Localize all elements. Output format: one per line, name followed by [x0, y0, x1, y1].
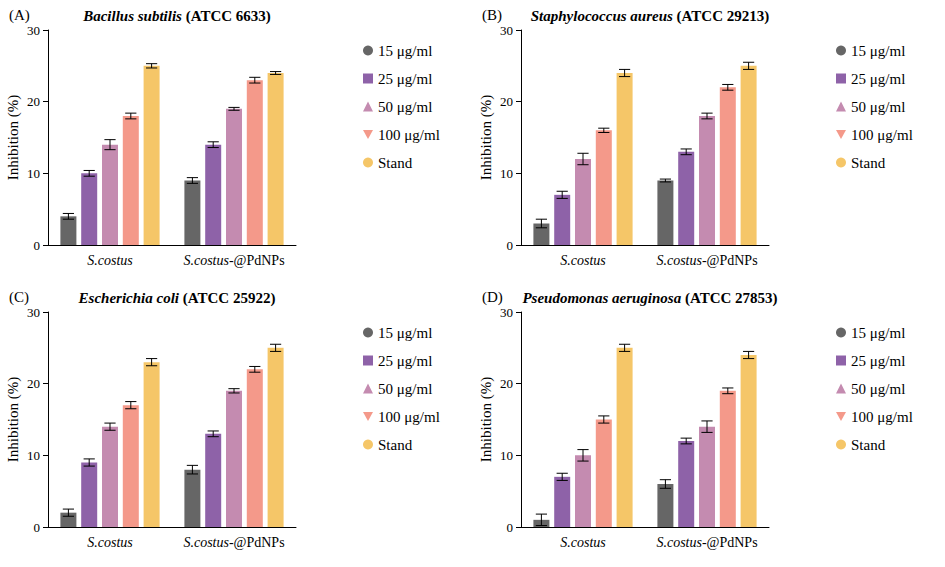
svg-text:100 μg/ml: 100 μg/ml	[851, 127, 913, 143]
svg-text:S.costus: S.costus	[87, 253, 133, 268]
svg-text:0: 0	[507, 238, 514, 253]
svg-text:Inhibition (%): Inhibition (%)	[478, 377, 495, 462]
svg-text:20: 20	[500, 94, 513, 109]
svg-text:Stand: Stand	[378, 437, 413, 453]
svg-text:(ATCC 29213): (ATCC 29213)	[673, 8, 769, 25]
svg-text:50 μg/ml: 50 μg/ml	[378, 99, 432, 115]
svg-text:20: 20	[27, 94, 40, 109]
svg-text:15 μg/ml: 15 μg/ml	[378, 43, 432, 59]
svg-text:Pseudomonas aeruginosa: Pseudomonas aeruginosa	[522, 290, 681, 306]
svg-text:Stand: Stand	[378, 155, 413, 171]
svg-text:0: 0	[34, 520, 41, 535]
svg-text:15 μg/ml: 15 μg/ml	[851, 325, 905, 341]
svg-text:(D): (D)	[482, 289, 503, 306]
svg-text:(C): (C)	[9, 289, 29, 306]
svg-text:S.costus: S.costus	[560, 253, 606, 268]
svg-text:50 μg/ml: 50 μg/ml	[851, 99, 905, 115]
svg-text:Inhibition (%): Inhibition (%)	[478, 95, 495, 180]
svg-text:S.costus: S.costus	[656, 535, 702, 550]
svg-text:S.costus: S.costus	[87, 535, 133, 550]
svg-text:0: 0	[34, 238, 41, 253]
svg-text:-@PdNPs: -@PdNPs	[229, 253, 285, 268]
svg-text:30: 30	[500, 305, 513, 320]
svg-text:20: 20	[27, 376, 40, 391]
svg-text:-@PdNPs: -@PdNPs	[702, 535, 758, 550]
svg-text:Stand: Stand	[851, 155, 886, 171]
svg-text:Inhibition (%): Inhibition (%)	[5, 95, 22, 180]
svg-text:S.costus: S.costus	[183, 253, 229, 268]
svg-text:Escherichia coli: Escherichia coli	[78, 290, 180, 306]
svg-text:S.costus: S.costus	[560, 535, 606, 550]
svg-text:-@PdNPs: -@PdNPs	[702, 253, 758, 268]
svg-text:Bacillus subtilis: Bacillus subtilis	[82, 8, 182, 24]
svg-text:15 μg/ml: 15 μg/ml	[378, 325, 432, 341]
svg-text:S.costus: S.costus	[656, 253, 702, 268]
svg-text:(ATCC 6633): (ATCC 6633)	[182, 8, 271, 25]
svg-text:(ATCC 27853): (ATCC 27853)	[681, 290, 777, 307]
svg-text:30: 30	[27, 305, 40, 320]
svg-text:Inhibition (%): Inhibition (%)	[5, 377, 22, 462]
svg-text:50 μg/ml: 50 μg/ml	[378, 381, 432, 397]
svg-text:25 μg/ml: 25 μg/ml	[851, 353, 905, 369]
svg-text:100 μg/ml: 100 μg/ml	[378, 127, 440, 143]
svg-text:100 μg/ml: 100 μg/ml	[851, 409, 913, 425]
svg-text:25 μg/ml: 25 μg/ml	[851, 71, 905, 87]
svg-text:Staphylococcus aureus: Staphylococcus aureus	[531, 8, 673, 24]
svg-text:50 μg/ml: 50 μg/ml	[851, 381, 905, 397]
svg-text:20: 20	[500, 376, 513, 391]
svg-text:Stand: Stand	[851, 437, 886, 453]
svg-text:(B): (B)	[482, 7, 502, 24]
svg-text:10: 10	[500, 448, 513, 463]
svg-text:(A): (A)	[9, 7, 30, 24]
svg-text:15 μg/ml: 15 μg/ml	[851, 43, 905, 59]
svg-text:30: 30	[500, 23, 513, 38]
svg-text:25 μg/ml: 25 μg/ml	[378, 71, 432, 87]
svg-text:0: 0	[507, 520, 514, 535]
svg-text:-@PdNPs: -@PdNPs	[229, 535, 285, 550]
svg-text:S.costus: S.costus	[183, 535, 229, 550]
svg-text:30: 30	[27, 23, 40, 38]
svg-text:10: 10	[27, 448, 40, 463]
svg-text:25 μg/ml: 25 μg/ml	[378, 353, 432, 369]
svg-text:10: 10	[500, 166, 513, 181]
svg-text:10: 10	[27, 166, 40, 181]
svg-text:(ATCC 25922): (ATCC 25922)	[179, 290, 275, 307]
svg-text:100 μg/ml: 100 μg/ml	[378, 409, 440, 425]
